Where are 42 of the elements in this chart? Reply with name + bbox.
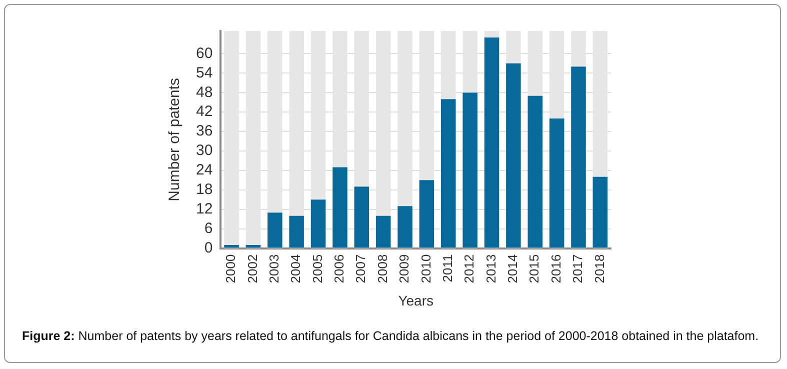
x-tick-label: 2004 bbox=[288, 254, 304, 284]
x-tick-label: 2009 bbox=[396, 254, 412, 284]
y-tick-label: 30 bbox=[196, 142, 213, 160]
x-tick-label: 2015 bbox=[526, 254, 542, 284]
bar bbox=[268, 212, 282, 248]
x-axis-title: Years bbox=[398, 292, 434, 308]
y-tick-label: 0 bbox=[204, 239, 213, 256]
y-tick-label: 12 bbox=[196, 200, 213, 218]
x-tick-label: 2000 bbox=[223, 254, 238, 284]
y-tick-label: 18 bbox=[196, 181, 213, 198]
bar bbox=[224, 245, 239, 248]
y-tick-label: 24 bbox=[196, 162, 213, 179]
x-tick-label: 2003 bbox=[266, 254, 282, 284]
x-tick-label: 2011 bbox=[440, 254, 455, 282]
y-tick-label: 42 bbox=[196, 103, 213, 120]
bar bbox=[398, 206, 412, 248]
y-tick-label: 54 bbox=[196, 64, 213, 82]
y-tick-label: 6 bbox=[204, 220, 213, 237]
bar bbox=[289, 216, 304, 248]
x-tick-label: 2013 bbox=[483, 254, 498, 284]
bar bbox=[354, 186, 370, 248]
y-tick-label: 60 bbox=[196, 44, 213, 62]
bar bbox=[376, 216, 391, 248]
x-tick-label: 2016 bbox=[548, 254, 564, 284]
x-tick-label: 2007 bbox=[353, 254, 368, 284]
y-tick-label: 48 bbox=[196, 84, 213, 101]
x-tick-label: 2017 bbox=[570, 254, 586, 284]
x-tick-label: 2018 bbox=[592, 254, 607, 284]
x-tick-label: 2010 bbox=[418, 254, 434, 284]
y-axis-title: Number of patents bbox=[166, 78, 184, 202]
x-tick-label: 2002 bbox=[244, 254, 260, 284]
x-tick-label: 2006 bbox=[332, 254, 347, 284]
caption: Figure 2: Number of patents by years related to antifungals for Candida albicans in the period of 2000-2018 obtained in the platafom. bbox=[22, 328, 760, 345]
x-tick-label: 2012 bbox=[462, 254, 477, 284]
bar bbox=[310, 200, 326, 248]
y-tick-label: 36 bbox=[196, 122, 213, 140]
x-tick-label: 2014 bbox=[505, 254, 520, 284]
bar bbox=[592, 176, 608, 248]
x-tick-label: 2005 bbox=[310, 254, 325, 284]
x-tick-label: 2008 bbox=[374, 254, 390, 284]
bar bbox=[246, 245, 261, 248]
bar bbox=[419, 180, 434, 248]
